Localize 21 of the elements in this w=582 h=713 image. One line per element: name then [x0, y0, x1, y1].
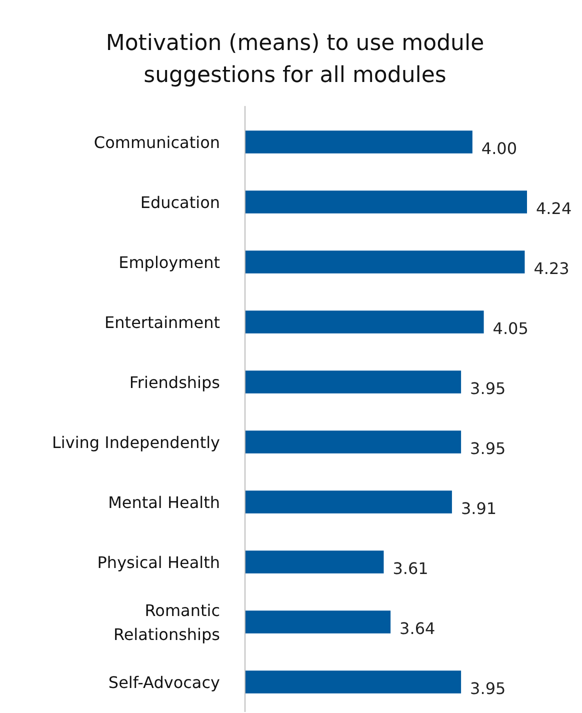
chart-title: Motivation (means) to use module suggestions for all modules — [106, 31, 484, 88]
y-tick-label: Mental Health — [108, 493, 220, 512]
y-tick-label: Employment — [118, 253, 220, 272]
data-label: 3.61 — [392, 559, 428, 578]
y-tick-label: Entertainment — [104, 313, 220, 332]
data-label: 3.64 — [400, 619, 436, 638]
y-tick-label: Physical Health — [97, 553, 220, 572]
y-tick-label: Self-Advocacy — [108, 673, 220, 692]
data-label: 3.95 — [470, 379, 506, 398]
y-tick-label: Friendships — [129, 373, 220, 392]
y-tick-label: Living Independently — [52, 433, 220, 452]
data-label: 4.23 — [534, 259, 570, 278]
data-label: 4.05 — [492, 319, 528, 338]
y-tick-label: Romantic Relationships — [113, 601, 220, 644]
y-tick-label: Communication — [94, 133, 220, 152]
data-label: 4.00 — [481, 139, 518, 158]
data-label: 3.95 — [470, 439, 506, 458]
y-tick-label: Education — [140, 193, 220, 212]
data-label: 4.24 — [536, 199, 572, 218]
data-label: 3.95 — [470, 679, 506, 698]
data-label: 3.91 — [460, 499, 497, 518]
